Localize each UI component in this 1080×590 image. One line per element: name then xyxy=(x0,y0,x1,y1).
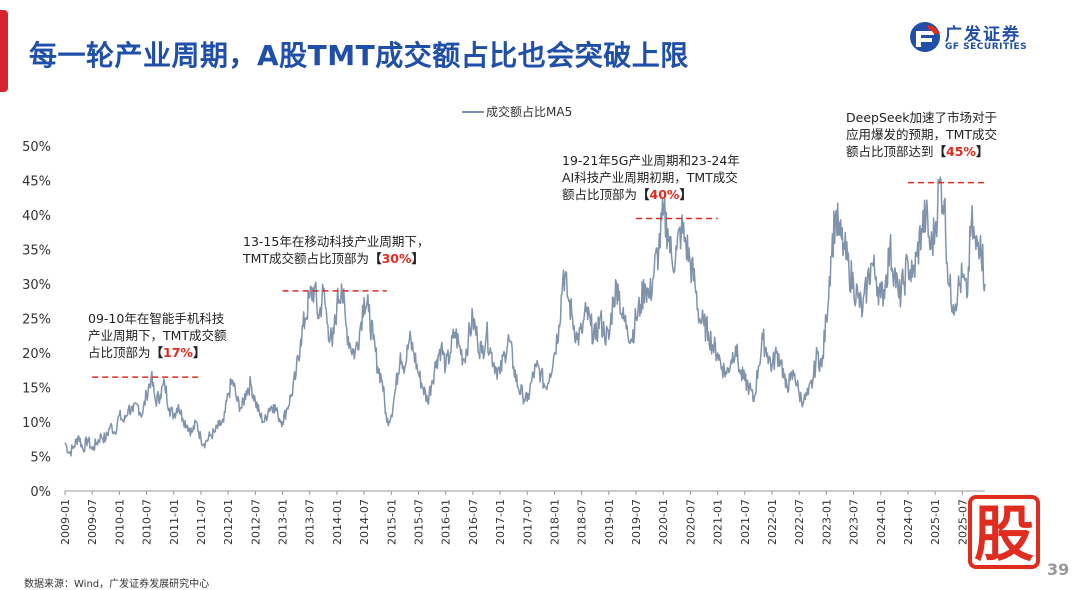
x-tick-label: 2022-07 xyxy=(793,499,806,545)
annotation-bracket: 【 xyxy=(151,345,164,360)
y-tick-label: 15% xyxy=(22,382,51,397)
x-tick-label: 2022-01 xyxy=(766,499,779,545)
x-tick-label: 2016-07 xyxy=(467,499,480,545)
annotation-text: 09-10年在智能手机科技 xyxy=(88,311,225,326)
y-tick-label: 25% xyxy=(22,313,51,328)
stamp-char: 股 xyxy=(974,500,1034,569)
y-tick-label: 10% xyxy=(22,416,51,431)
annotation-highlight-value: 45% xyxy=(946,144,976,159)
logo-name-cn: 广发证券 xyxy=(945,25,1021,45)
series-line-turnover-share-ma5 xyxy=(64,176,986,457)
y-tick-label: 35% xyxy=(22,244,51,259)
annotation-text-part: 额占比顶部达到 xyxy=(846,144,934,159)
x-tick-label: 2018-01 xyxy=(548,499,561,545)
annotation-highlight-value: 40% xyxy=(650,187,680,202)
annotation-text: TMT成交额占比顶部为【30%】 xyxy=(242,251,424,266)
annotation-text: 产业周期下，TMT成交额 xyxy=(88,328,227,343)
y-tick-label: 5% xyxy=(30,451,51,466)
data-source-note: 数据来源：Wind，广发证券发展研究中心 xyxy=(24,579,210,590)
x-tick-label: 2018-07 xyxy=(576,499,589,545)
y-tick-label: 45% xyxy=(22,175,51,190)
x-tick-label: 2011-01 xyxy=(168,499,181,545)
x-tick-label: 2014-01 xyxy=(331,499,344,545)
annotation-text: 额占比顶部为【40%】 xyxy=(562,187,692,202)
y-tick-label: 0% xyxy=(30,485,51,500)
annotation-bracket: 】 xyxy=(976,144,989,159)
x-tick-label: 2009-01 xyxy=(59,499,72,545)
annotation-highlight-value: 30% xyxy=(382,251,412,266)
x-tick-label: 2017-01 xyxy=(494,499,507,545)
x-tick-label: 2020-07 xyxy=(684,499,697,545)
x-tick-label: 2009-07 xyxy=(86,499,99,545)
x-tick-label: 2010-07 xyxy=(141,499,154,545)
annotation-text-part: TMT成交额占比顶部为 xyxy=(242,251,369,266)
x-tick-label: 2013-01 xyxy=(277,499,290,545)
x-tick-label: 2019-01 xyxy=(603,499,616,545)
x-tick-label: 2024-07 xyxy=(902,499,915,545)
annotation-bracket: 【 xyxy=(369,251,382,266)
annotation-bracket: 【 xyxy=(934,144,947,159)
x-tick-label: 2013-07 xyxy=(304,499,317,545)
annotation-bracket: 】 xyxy=(412,251,425,266)
y-tick-label: 30% xyxy=(22,278,51,293)
annotation-text: 占比顶部为【17%】 xyxy=(88,345,205,360)
annotation-text: 13-15年在移动科技产业周期下， xyxy=(243,234,429,249)
annotation-highlight-value: 17% xyxy=(163,345,193,360)
gf-securities-logo: 广发证券 GF SECURITIES xyxy=(908,18,1058,58)
annotation-text: DeepSeek加速了市场对于 xyxy=(846,110,997,125)
y-tick-label: 20% xyxy=(22,347,51,362)
page-title: 每一轮产业周期，A股TMT成交额占比也会突破上限 xyxy=(29,39,689,72)
annotation-text: 额占比顶部达到【45%】 xyxy=(846,144,988,159)
x-tick-label: 2023-07 xyxy=(848,499,861,545)
legend-label: 成交额占比MA5 xyxy=(486,104,572,119)
x-tick-label: 2023-01 xyxy=(820,499,833,545)
x-tick-label: 2012-07 xyxy=(249,499,262,545)
annotation-text: AI科技产业周期初期，TMT成交 xyxy=(562,170,738,185)
x-tick-label: 2010-01 xyxy=(113,499,126,545)
logo-name-en: GF SECURITIES xyxy=(945,42,1028,52)
annotation-text-part: 额占比顶部为 xyxy=(562,187,637,202)
x-tick-label: 2015-01 xyxy=(385,499,398,545)
x-tick-label: 2025-01 xyxy=(929,499,942,545)
annotation-bracket: 】 xyxy=(679,187,692,202)
y-tick-label: 50% xyxy=(22,140,51,155)
x-tick-label: 2021-07 xyxy=(739,499,752,545)
annotation-text: 应用爆发的预期，TMT成交 xyxy=(846,127,997,142)
x-tick-label: 2021-01 xyxy=(712,499,725,545)
annotation-bracket: 【 xyxy=(637,187,650,202)
x-tick-label: 2025-07 xyxy=(956,499,969,545)
x-tick-label: 2020-01 xyxy=(657,499,670,545)
stock-stamp-graphic: 股 xyxy=(968,495,1040,569)
title-accent-bar xyxy=(0,10,8,92)
x-tick-label: 2016-01 xyxy=(440,499,453,545)
x-tick-label: 2019-07 xyxy=(630,499,643,545)
annotation-text: 19-21年5G产业周期和23-24年 xyxy=(562,153,740,168)
x-tick-label: 2024-01 xyxy=(875,499,888,545)
annotation-bracket: 】 xyxy=(193,345,206,360)
x-tick-label: 2014-07 xyxy=(358,499,371,545)
x-tick-label: 2017-07 xyxy=(521,499,534,545)
y-tick-label: 40% xyxy=(22,209,51,224)
annotation-text-part: 占比顶部为 xyxy=(88,345,151,360)
x-tick-label: 2015-07 xyxy=(412,499,425,545)
page-number: 39 xyxy=(1047,560,1070,579)
x-tick-label: 2011-07 xyxy=(195,499,208,545)
x-tick-label: 2012-01 xyxy=(222,499,235,545)
gf-logo-icon xyxy=(910,22,940,52)
